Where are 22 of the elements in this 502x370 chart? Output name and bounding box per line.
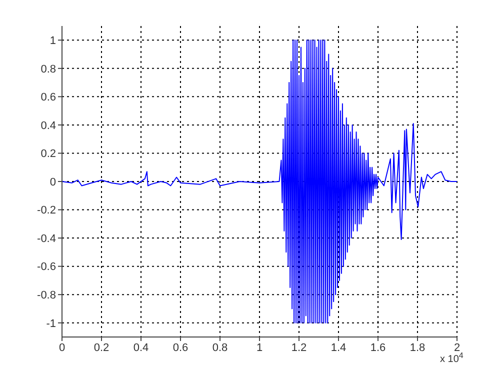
- x-tick-label: 0.4: [133, 342, 149, 354]
- x-tick-label: 0.8: [212, 342, 228, 354]
- x-tick-label: 0: [58, 342, 66, 354]
- x-tick-label: 0.2: [94, 342, 110, 354]
- y-tick-label: 0.2: [40, 148, 56, 160]
- y-tick-label: -1: [46, 318, 56, 330]
- x-tick-label: 1.4: [330, 342, 346, 354]
- line-series: [62, 40, 457, 324]
- x-tick-label: 1.2: [291, 342, 307, 354]
- y-tick-label: -0.8: [37, 289, 56, 302]
- y-tick-label: 0: [50, 176, 56, 188]
- x-tick-label: 0.6: [172, 342, 188, 354]
- y-tick-label: -0.4: [37, 232, 56, 245]
- y-tick-label: -0.6: [37, 261, 56, 274]
- x-tick-label: 1.6: [370, 342, 386, 354]
- y-tick-label: 0.4: [40, 120, 56, 132]
- y-tick-label: 0.6: [40, 92, 56, 104]
- x-tick-label: 1.8: [410, 342, 426, 354]
- y-tick-label: 1: [50, 35, 56, 48]
- y-tick-label: -0.2: [37, 204, 56, 217]
- x-tick-label: 1: [256, 342, 263, 354]
- y-tick-label: 0.8: [40, 63, 56, 76]
